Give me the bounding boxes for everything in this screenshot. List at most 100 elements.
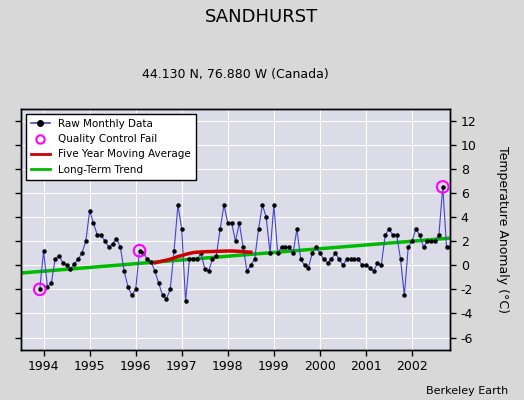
Point	[358, 262, 366, 268]
Point	[350, 256, 358, 262]
Point	[181, 298, 190, 304]
Point	[247, 262, 255, 268]
Point	[439, 184, 447, 190]
Point	[274, 250, 282, 256]
Legend: Raw Monthly Data, Quality Control Fail, Five Year Moving Average, Long-Term Tren: Raw Monthly Data, Quality Control Fail, …	[26, 114, 196, 180]
Point	[162, 296, 171, 302]
Point	[362, 262, 370, 268]
Point	[201, 266, 209, 272]
Point	[293, 226, 301, 232]
Point	[377, 262, 386, 268]
Point	[97, 232, 105, 238]
Point	[446, 244, 455, 250]
Point	[197, 250, 205, 256]
Point	[185, 256, 194, 262]
Point	[220, 202, 228, 208]
Point	[320, 256, 328, 262]
Point	[108, 240, 117, 247]
Point	[216, 226, 224, 232]
Point	[331, 250, 340, 256]
Point	[304, 264, 313, 271]
Point	[93, 232, 102, 238]
Point	[170, 248, 178, 254]
Point	[120, 268, 128, 274]
Point	[47, 280, 56, 286]
Point	[204, 268, 213, 274]
Point	[439, 184, 447, 190]
Y-axis label: Temperature Anomaly (°C): Temperature Anomaly (°C)	[496, 146, 509, 312]
Point	[277, 244, 286, 250]
Point	[174, 202, 182, 208]
Point	[224, 220, 232, 226]
Point	[82, 238, 90, 244]
Point	[258, 202, 267, 208]
Point	[316, 250, 324, 256]
Text: SANDHURST: SANDHURST	[205, 8, 319, 26]
Point	[312, 244, 320, 250]
Point	[212, 252, 221, 259]
Point	[408, 238, 416, 244]
Point	[366, 264, 374, 271]
Point	[147, 258, 155, 265]
Point	[101, 238, 109, 244]
Point	[143, 256, 151, 262]
Point	[373, 260, 381, 266]
Point	[62, 262, 71, 268]
Point	[335, 256, 343, 262]
Point	[193, 256, 201, 262]
Text: Berkeley Earth: Berkeley Earth	[426, 386, 508, 396]
Point	[85, 208, 94, 214]
Point	[285, 244, 293, 250]
Title: 44.130 N, 76.880 W (Canada): 44.130 N, 76.880 W (Canada)	[142, 68, 329, 81]
Point	[416, 232, 424, 238]
Point	[270, 202, 278, 208]
Point	[231, 238, 239, 244]
Point	[281, 244, 290, 250]
Point	[66, 266, 74, 272]
Point	[354, 256, 363, 262]
Point	[59, 260, 67, 266]
Point	[346, 256, 355, 262]
Point	[431, 238, 439, 244]
Point	[105, 244, 113, 250]
Point	[54, 252, 63, 259]
Point	[400, 292, 409, 298]
Point	[266, 250, 274, 256]
Point	[43, 284, 51, 290]
Point	[74, 256, 82, 262]
Point	[158, 292, 167, 298]
Point	[385, 226, 393, 232]
Point	[343, 256, 351, 262]
Point	[36, 286, 44, 292]
Point	[208, 256, 216, 262]
Point	[427, 238, 435, 244]
Point	[396, 256, 405, 262]
Point	[166, 286, 174, 292]
Point	[51, 256, 59, 262]
Point	[369, 268, 378, 274]
Point	[39, 248, 48, 254]
Point	[254, 226, 263, 232]
Point	[227, 220, 236, 226]
Point	[135, 248, 144, 254]
Point	[423, 238, 432, 244]
Point	[235, 220, 244, 226]
Point	[339, 262, 347, 268]
Point	[151, 268, 159, 274]
Point	[328, 256, 336, 262]
Point	[128, 292, 136, 298]
Point	[289, 250, 297, 256]
Point	[135, 248, 144, 254]
Point	[419, 244, 428, 250]
Point	[139, 250, 148, 256]
Point	[262, 214, 270, 220]
Point	[243, 268, 251, 274]
Point	[404, 244, 412, 250]
Point	[89, 220, 97, 226]
Point	[116, 244, 125, 250]
Point	[308, 250, 316, 256]
Point	[36, 286, 44, 292]
Point	[412, 226, 420, 232]
Point	[178, 226, 186, 232]
Point	[70, 261, 79, 267]
